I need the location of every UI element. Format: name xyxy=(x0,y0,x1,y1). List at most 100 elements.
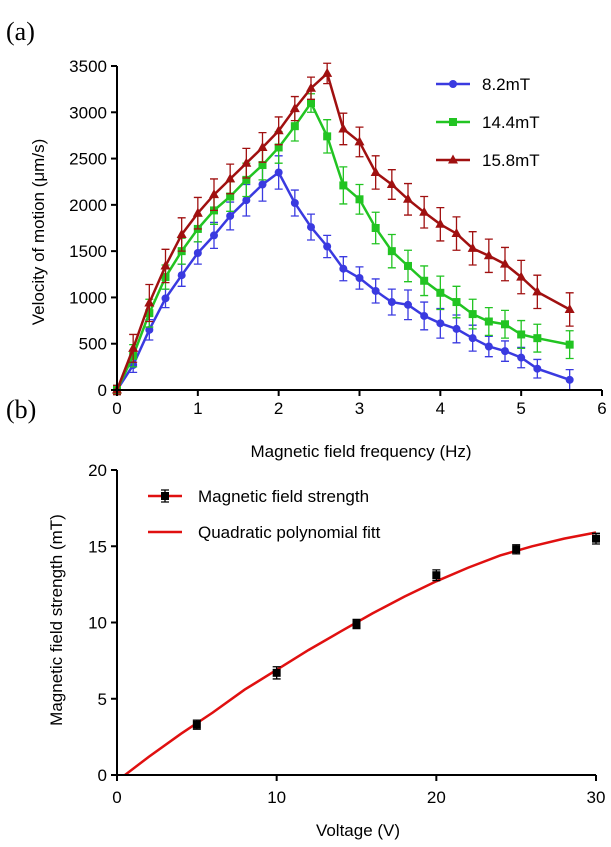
point-15.8mT-14 xyxy=(338,123,349,133)
x-tick-label-4: 4 xyxy=(436,399,445,418)
panel-b-y-axis-title: Magnetic field strength (mT) xyxy=(47,514,66,726)
point-8.2mT-25 xyxy=(517,353,526,362)
point-8.2mT-14 xyxy=(339,264,348,273)
y-tick-label-15: 15 xyxy=(88,537,107,556)
point-14.4mT-25 xyxy=(517,330,526,339)
panel-a-chart: (a) 0 1 2 3 4 5 60500100015002000250030003500 … xyxy=(6,17,607,461)
point-15.8mT-6 xyxy=(209,189,219,199)
panel-b-x-axis-title: Voltage (V) xyxy=(316,821,400,840)
point-8.2mT-27 xyxy=(565,375,574,384)
point-8.2mT-12 xyxy=(307,223,315,232)
point-8.2mT-21 xyxy=(452,324,461,333)
point-15.8mT-13 xyxy=(322,67,333,77)
panel-b-legend: Magnetic field strength Quadratic polynom… xyxy=(148,487,381,542)
data-point-5 xyxy=(592,534,600,543)
panel-a-label: (a) xyxy=(6,17,35,46)
y-tick-label-2000: 2000 xyxy=(69,196,107,215)
point-8.2mT-24 xyxy=(501,347,509,356)
panel-a-marks xyxy=(112,62,575,396)
point-14.4mT-18 xyxy=(404,261,412,270)
point-15.8mT-20 xyxy=(435,218,446,228)
point-8.2mT-5 xyxy=(193,248,202,257)
panel-b-label: (b) xyxy=(6,395,36,424)
line-14.4mT xyxy=(115,100,570,391)
point-15.8mT-15 xyxy=(354,136,365,146)
point-15.8mT-12 xyxy=(306,82,316,92)
legend-label-15.8mT: 15.8mT xyxy=(482,151,540,170)
point-15.8mT-11 xyxy=(289,103,300,113)
x-tick-label-6: 6 xyxy=(597,399,606,418)
point-8.2mT-4 xyxy=(177,271,186,280)
point-8.2mT-11 xyxy=(290,199,299,208)
x-tick-label-2: 2 xyxy=(274,399,283,418)
point-14.4mT-11 xyxy=(290,122,299,131)
point-8.2mT-3 xyxy=(161,294,170,303)
point-15.8mT-16 xyxy=(370,166,381,176)
point-8.2mT-20 xyxy=(436,319,445,328)
point-8.2mT-7 xyxy=(226,211,235,220)
point-15.8mT-7 xyxy=(225,173,236,183)
legend-label-strength: Magnetic field strength xyxy=(198,487,369,506)
y-tick-label-5: 5 xyxy=(98,690,107,709)
point-14.4mT-24 xyxy=(501,320,509,329)
panel-a-axes: 0 1 2 3 4 5 6 0 500 1000 1500 2000 2500 3000 3500 xyxy=(69,57,607,418)
point-14.4mT-27 xyxy=(565,340,574,349)
point-14.4mT-13 xyxy=(323,132,332,141)
point-14.4mT-10 xyxy=(274,143,283,152)
point-14.4mT-9 xyxy=(258,161,267,170)
x-tick-label-3: 3 xyxy=(355,399,364,418)
data-point-0 xyxy=(192,720,201,729)
point-15.8mT-9 xyxy=(257,141,268,151)
point-15.8mT-10 xyxy=(273,125,284,135)
y-tick-label-2500: 2500 xyxy=(69,150,107,169)
y-tick-label-1500: 1500 xyxy=(69,242,107,261)
x-tick-label-5: 5 xyxy=(516,399,525,418)
point-15.8mT-18 xyxy=(403,193,413,203)
y-tick-label-3500: 3500 xyxy=(69,57,107,76)
series-15.8mT xyxy=(112,62,575,396)
legend-marker-14.4mT xyxy=(449,118,457,126)
point-14.4mT-16 xyxy=(371,224,380,232)
panel-b-axes: 0 10 20 30 0 5 10 15 20 xyxy=(88,461,605,807)
y-tick-label-500: 500 xyxy=(79,335,107,354)
x-tick-label-1: 1 xyxy=(193,399,202,418)
x-tick-label-10: 10 xyxy=(267,788,286,807)
point-15.8mT-4 xyxy=(176,228,187,238)
legend-marker-8.2mT xyxy=(449,80,457,88)
point-15.8mT-22 xyxy=(467,242,478,252)
y-tick-label-20: 20 xyxy=(88,461,107,480)
point-14.4mT-17 xyxy=(387,247,396,256)
point-15.8mT-27 xyxy=(564,303,575,313)
point-8.2mT-2 xyxy=(145,325,154,334)
y-tick-label-10: 10 xyxy=(88,614,107,633)
point-14.4mT-20 xyxy=(436,288,445,297)
line-8.2mT xyxy=(115,170,571,391)
point-14.4mT-23 xyxy=(484,317,493,326)
point-14.4mT-26 xyxy=(533,334,542,343)
y-tick-label-1000: 1000 xyxy=(69,288,107,307)
point-8.2mT-15 xyxy=(355,273,364,282)
point-8.2mT-23 xyxy=(484,342,493,351)
point-15.8mT-19 xyxy=(419,206,430,216)
point-15.8mT-23 xyxy=(483,250,494,260)
y-tick-label-3000: 3000 xyxy=(69,103,107,122)
x-tick-label-0: 0 xyxy=(112,788,121,807)
point-8.2mT-8 xyxy=(242,196,251,205)
data-point-3 xyxy=(432,571,441,580)
data-point-2 xyxy=(352,620,361,629)
point-8.2mT-26 xyxy=(533,364,542,373)
point-8.2mT-6 xyxy=(210,231,218,240)
point-8.2mT-9 xyxy=(258,180,267,189)
point-15.8mT-24 xyxy=(500,258,510,268)
legend-label-8.2mT: 8.2mT xyxy=(482,75,530,94)
point-14.4mT-15 xyxy=(355,195,364,204)
point-14.4mT-14 xyxy=(339,181,348,190)
y-tick-label-0: 0 xyxy=(98,381,107,400)
data-point-4 xyxy=(512,545,521,554)
panel-a-legend: 8.2mT 14.4mT 15.8mT xyxy=(436,75,540,170)
legend-marker-15.8mT xyxy=(448,154,458,164)
legend-label-14.4mT: 14.4mT xyxy=(482,113,540,132)
point-8.2mT-13 xyxy=(323,242,332,251)
